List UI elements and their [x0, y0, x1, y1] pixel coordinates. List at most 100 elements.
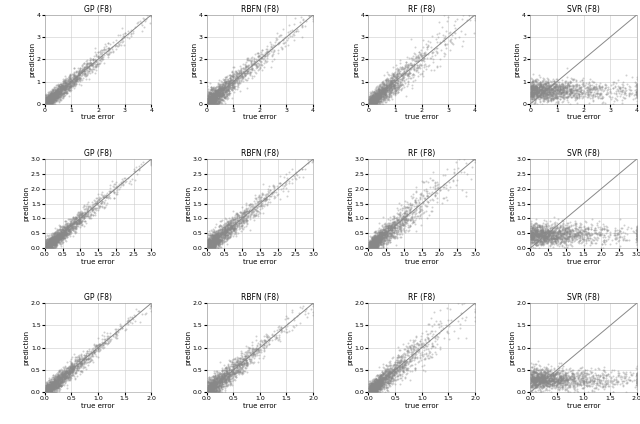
Point	[613, 368, 623, 374]
Point	[54, 237, 65, 243]
Point	[54, 89, 65, 96]
Point	[236, 65, 246, 72]
Point	[273, 50, 283, 56]
Point	[232, 209, 242, 216]
Point	[543, 81, 554, 88]
Point	[42, 389, 52, 396]
Point	[580, 230, 590, 237]
Point	[223, 369, 233, 376]
Point	[51, 98, 61, 104]
Point	[541, 223, 552, 229]
Point	[371, 376, 381, 382]
Point	[50, 382, 60, 389]
Point	[57, 371, 67, 378]
Point	[213, 92, 223, 99]
Point	[226, 78, 236, 85]
Point	[47, 92, 57, 99]
Point	[403, 217, 413, 223]
Point	[236, 361, 246, 368]
Point	[43, 387, 53, 394]
Point	[205, 240, 215, 247]
Point	[365, 100, 376, 107]
Point	[551, 233, 561, 240]
Point	[246, 209, 257, 215]
Point	[246, 206, 257, 213]
Point	[51, 382, 61, 388]
Point	[560, 77, 570, 84]
Point	[563, 376, 573, 383]
Point	[372, 98, 382, 105]
Point	[395, 67, 405, 74]
Point	[366, 100, 376, 107]
Point	[214, 80, 225, 87]
Point	[385, 368, 395, 375]
Point	[45, 382, 55, 389]
Point	[73, 78, 83, 84]
Point	[70, 81, 80, 88]
Point	[620, 91, 630, 98]
Point	[537, 374, 547, 381]
Point	[364, 244, 374, 251]
Point	[531, 91, 541, 98]
Point	[552, 382, 562, 389]
Point	[582, 88, 593, 95]
Point	[48, 92, 58, 99]
Point	[526, 368, 536, 375]
Point	[213, 389, 223, 396]
Point	[374, 385, 385, 391]
Point	[426, 328, 436, 335]
Point	[632, 376, 640, 382]
Point	[396, 353, 406, 360]
Point	[422, 54, 432, 61]
Point	[67, 354, 77, 360]
Point	[367, 389, 377, 396]
Point	[532, 89, 543, 96]
Point	[560, 84, 570, 90]
Point	[45, 380, 56, 387]
Point	[44, 97, 54, 103]
Point	[380, 231, 390, 237]
Point	[390, 365, 401, 371]
Point	[385, 230, 395, 237]
Point	[526, 85, 536, 92]
Point	[548, 78, 559, 85]
Point	[65, 81, 76, 87]
Point	[598, 374, 608, 381]
Point	[60, 226, 70, 233]
Point	[531, 383, 541, 390]
Point	[56, 232, 66, 239]
Point	[77, 210, 87, 217]
Point	[387, 368, 397, 374]
Point	[257, 51, 267, 58]
Point	[212, 90, 223, 97]
Point	[419, 343, 429, 350]
Point	[57, 229, 67, 235]
Point	[249, 198, 259, 205]
Point	[367, 387, 378, 393]
Point	[113, 328, 123, 335]
Point	[221, 226, 232, 233]
Point	[74, 219, 84, 226]
Point	[542, 380, 552, 387]
Point	[548, 366, 559, 373]
Point	[46, 98, 56, 105]
Point	[550, 86, 560, 93]
Point	[206, 86, 216, 93]
Point	[376, 378, 386, 385]
Point	[117, 176, 127, 182]
Point	[376, 234, 387, 241]
Point	[367, 389, 378, 396]
Point	[216, 235, 227, 242]
Point	[401, 349, 412, 356]
Point	[72, 357, 83, 364]
Point	[205, 387, 215, 393]
Point	[241, 209, 251, 216]
Point	[370, 242, 380, 249]
Point	[240, 212, 250, 218]
Point	[536, 370, 546, 377]
Point	[45, 93, 56, 100]
Point	[68, 368, 78, 374]
Point	[214, 238, 225, 245]
Point	[576, 84, 586, 90]
Point	[543, 378, 553, 385]
